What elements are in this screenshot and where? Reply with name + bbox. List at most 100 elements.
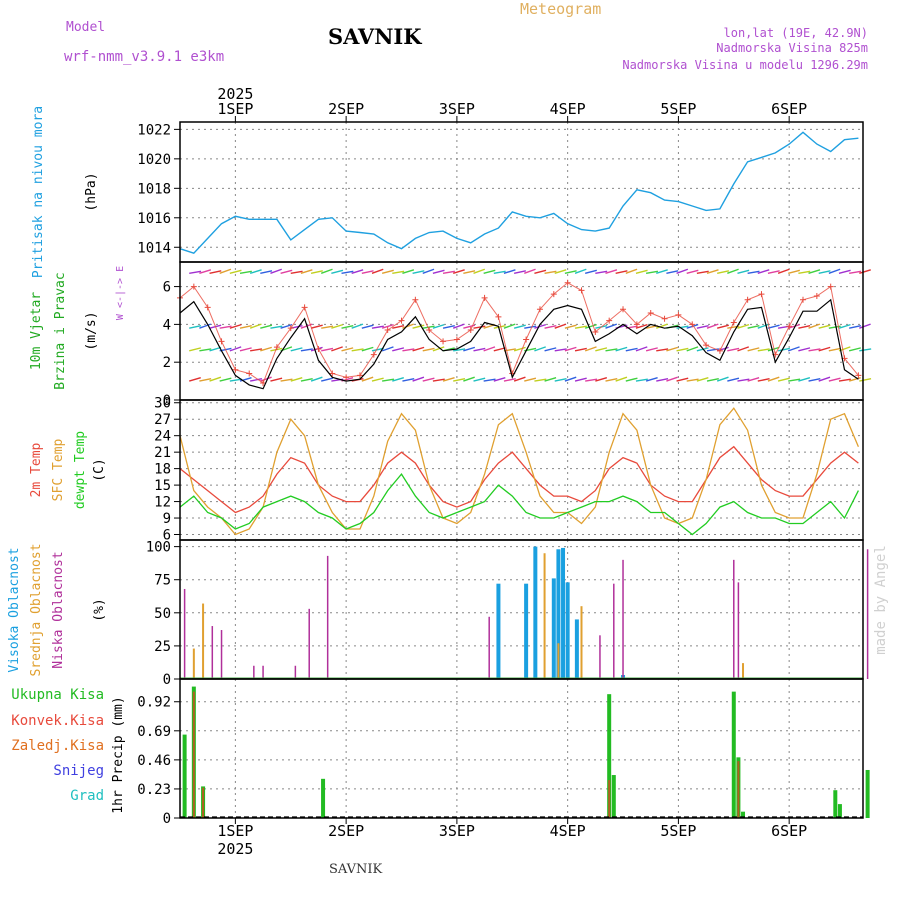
cloud-low-bar bbox=[622, 559, 624, 679]
wind-arrow bbox=[249, 323, 262, 329]
wind-gust-marker bbox=[716, 347, 723, 354]
cloud-mid-bar bbox=[192, 648, 195, 679]
model-name: wrf-nmm_v3.9.1 e3km bbox=[64, 49, 225, 65]
wind-arrow bbox=[625, 347, 638, 352]
wind-arrow bbox=[270, 325, 283, 329]
wind-gust-marker bbox=[703, 342, 710, 349]
wind-arrow bbox=[503, 269, 516, 275]
wind-arrow bbox=[676, 268, 689, 275]
wind-arrow bbox=[219, 325, 232, 329]
cloud-low-bar bbox=[613, 583, 615, 679]
cloud-high-bar bbox=[496, 583, 501, 679]
wind-arrow bbox=[544, 270, 557, 275]
wind-arrow bbox=[361, 376, 374, 382]
wind-arrow bbox=[310, 270, 323, 275]
wind-arrow bbox=[250, 348, 263, 352]
cloud-mid-bar bbox=[742, 663, 745, 679]
cloud-low-bar bbox=[183, 588, 186, 679]
wind-arrow bbox=[341, 347, 354, 352]
day-label-bottom: 6SEP bbox=[771, 822, 807, 840]
wind-arrow bbox=[250, 378, 263, 382]
wind-arrow bbox=[848, 347, 861, 352]
wind-arrow bbox=[727, 377, 740, 382]
wind-arrow bbox=[767, 376, 780, 382]
wind-arrow bbox=[595, 376, 608, 382]
wind-ytick-label: 6 bbox=[163, 280, 171, 296]
wind-arrow bbox=[737, 269, 750, 275]
precip-total-bar bbox=[321, 778, 326, 818]
temperature-ytick-label: 9 bbox=[163, 511, 171, 527]
wind-arrow bbox=[453, 378, 466, 382]
wind-arrow bbox=[432, 346, 445, 352]
wind-ytick-label: 2 bbox=[163, 355, 171, 371]
wind-arrow bbox=[524, 377, 537, 382]
wind-arrow bbox=[452, 269, 465, 275]
wind-arrow bbox=[808, 269, 821, 275]
wind-arrow bbox=[321, 377, 334, 382]
wind-ytick-label: 0 bbox=[163, 393, 171, 409]
precip-total-bar bbox=[607, 694, 612, 818]
pressure-ytick-label: 1014 bbox=[137, 240, 171, 256]
wind-arrow bbox=[534, 269, 547, 275]
wind-gust-marker bbox=[440, 338, 447, 345]
wind-arrow bbox=[828, 347, 841, 352]
wind-arrow bbox=[331, 346, 343, 352]
pressure-ytick-label: 1022 bbox=[137, 122, 171, 138]
wind-arrow bbox=[544, 376, 557, 382]
wind-compass: W <-|-> E bbox=[115, 266, 126, 320]
footer-station: SAVNIK bbox=[329, 862, 383, 877]
wind-gust-marker bbox=[398, 317, 405, 324]
wind-gust-marker bbox=[495, 313, 502, 320]
wind-arrow bbox=[432, 378, 445, 382]
cloud-high-bar bbox=[565, 582, 570, 679]
temp-ylabel-sfc: SFC Temp bbox=[51, 439, 66, 502]
wind-arrow bbox=[361, 346, 374, 352]
wind-arrow bbox=[747, 324, 760, 329]
wind-arrow bbox=[859, 323, 871, 329]
wind-gust-marker bbox=[287, 325, 294, 332]
wind-arrow bbox=[686, 378, 699, 382]
wind-arrow bbox=[838, 378, 851, 382]
wind-arrow bbox=[585, 269, 597, 275]
wind-gust-marker bbox=[536, 306, 543, 313]
precip-legend-item: Konvek.Kisa bbox=[11, 713, 104, 729]
wind-arrow bbox=[788, 378, 801, 382]
precip-ytick-label: 0.92 bbox=[137, 695, 171, 711]
wind-arrow bbox=[574, 347, 587, 352]
cloud-mid-bar bbox=[202, 603, 205, 679]
wind-arrow bbox=[838, 323, 851, 329]
wind-arrow bbox=[239, 347, 252, 352]
wind-arrow bbox=[554, 269, 567, 275]
wind-arrow bbox=[716, 324, 729, 329]
wind-arrow bbox=[422, 268, 435, 275]
temperature-ytick-label: 15 bbox=[154, 478, 171, 494]
wind-arrow bbox=[310, 376, 323, 382]
wind-unit: (m/s) bbox=[84, 311, 99, 350]
wind-arrow bbox=[524, 325, 537, 329]
wind-arrow bbox=[453, 348, 466, 352]
wind-arrow bbox=[513, 270, 526, 275]
wind-arrow bbox=[574, 268, 587, 275]
wind-arrow bbox=[788, 323, 800, 329]
wind-arrow bbox=[564, 376, 577, 382]
wind-arrow bbox=[859, 378, 872, 382]
cloud-low-bar bbox=[326, 555, 329, 679]
wind-arrow bbox=[402, 269, 415, 275]
wind-arrow bbox=[320, 268, 333, 275]
wind-ylabel-2: Brzina i Pravac bbox=[53, 272, 68, 389]
wind-arrow bbox=[716, 376, 729, 382]
cloud-ytick-label: 25 bbox=[154, 639, 171, 655]
wind-arrow bbox=[371, 377, 384, 382]
wind-arrow bbox=[351, 323, 364, 329]
wind-arrow bbox=[554, 323, 567, 329]
wind-arrow bbox=[412, 346, 425, 352]
wind-arrow bbox=[381, 346, 394, 352]
wind-arrow bbox=[574, 377, 587, 382]
cloud-low-bar bbox=[220, 630, 223, 679]
wind-gust-marker bbox=[481, 294, 488, 301]
precip-ytick-label: 0.23 bbox=[137, 782, 171, 798]
cloud-grid: 0 25 50 75 100 bbox=[146, 540, 863, 688]
temperature-ytick-label: 27 bbox=[154, 412, 171, 428]
wind-arrow bbox=[189, 376, 201, 382]
wind-arrow bbox=[381, 323, 394, 329]
